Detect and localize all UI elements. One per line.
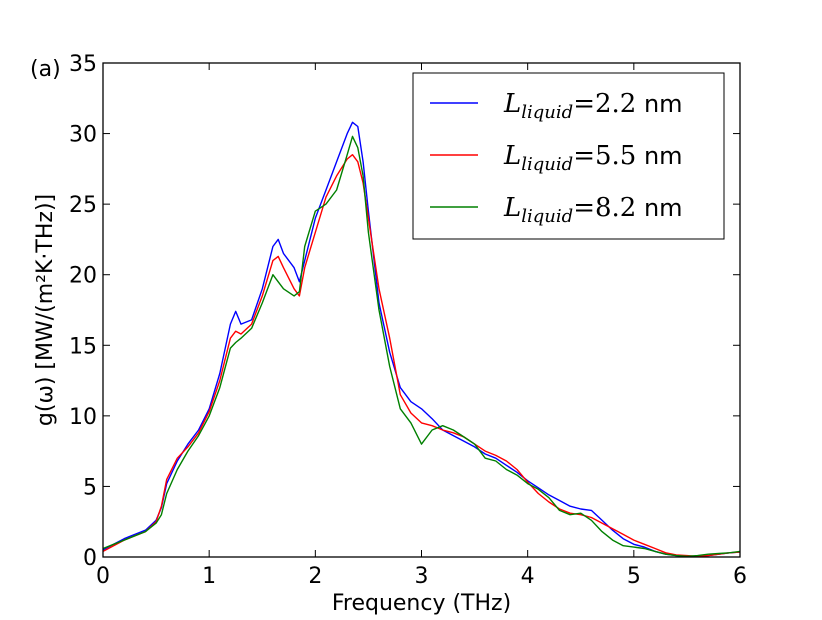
y-axis-title: g(ω) [MW/(m²K·THz)] <box>33 194 58 426</box>
series-line-2 <box>102 154 741 557</box>
y-tick-label: 25 <box>69 193 97 218</box>
y-tick-label: 15 <box>69 334 97 359</box>
y-tick-label: 20 <box>69 264 97 289</box>
legend-var: L <box>503 89 521 119</box>
legend-label-2: Lliquid=5.5 nm <box>503 141 683 175</box>
legend-num: 8.2 <box>595 193 636 223</box>
legend-box <box>412 72 725 240</box>
x-tick-label: 3 <box>415 564 429 589</box>
x-tick-label: 5 <box>627 564 641 589</box>
panel-label: (a) <box>30 57 61 82</box>
legend-unit: nm <box>636 194 682 222</box>
series-layer <box>102 121 741 557</box>
legend-unit: nm <box>636 90 682 118</box>
y-tick-label: 5 <box>83 475 97 500</box>
legend-label-3: Lliquid=8.2 nm <box>503 193 683 227</box>
legend-sub: liquid <box>521 154 573 175</box>
legend-var: L <box>503 193 521 223</box>
legend-unit: nm <box>636 142 682 170</box>
x-tick-label: 1 <box>202 564 216 589</box>
x-tick-label: 0 <box>96 564 110 589</box>
legend-sub: liquid <box>521 206 573 227</box>
series-line-1 <box>102 121 741 557</box>
legend-sub: liquid <box>521 102 573 123</box>
x-axis-title: Frequency (THz) <box>332 591 511 616</box>
x-tick-label: 6 <box>733 564 747 589</box>
y-tick-label: 10 <box>69 405 97 430</box>
legend-eq: = <box>573 141 595 171</box>
y-tick-label: 0 <box>83 546 97 571</box>
ticks-layer: 0 1 2 3 4 5 6 0 5 10 15 20 25 30 35 <box>69 52 747 589</box>
y-tick-label: 35 <box>69 52 97 77</box>
legend-eq: = <box>573 193 595 223</box>
x-tick-label: 4 <box>521 564 535 589</box>
legend-label-1: Lliquid=2.2 nm <box>503 89 683 123</box>
x-tick-label: 2 <box>308 564 322 589</box>
y-tick-label: 30 <box>69 123 97 148</box>
legend-var: L <box>503 141 521 171</box>
series-line-3 <box>102 135 741 557</box>
legend-eq: = <box>573 89 595 119</box>
legend-num: 5.5 <box>595 141 636 171</box>
legend-num: 2.2 <box>595 89 636 119</box>
